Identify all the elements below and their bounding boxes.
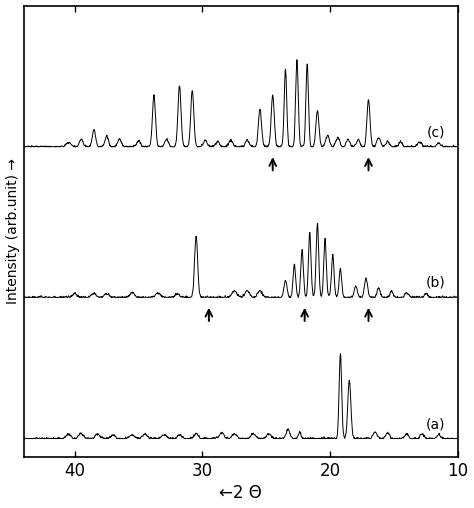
Text: (a): (a) — [426, 417, 445, 431]
Y-axis label: Intensity (arb.unit) →: Intensity (arb.unit) → — [6, 158, 19, 304]
Text: (c): (c) — [427, 125, 445, 139]
Text: (b): (b) — [425, 276, 445, 290]
X-axis label: ←2 Θ: ←2 Θ — [219, 485, 262, 502]
